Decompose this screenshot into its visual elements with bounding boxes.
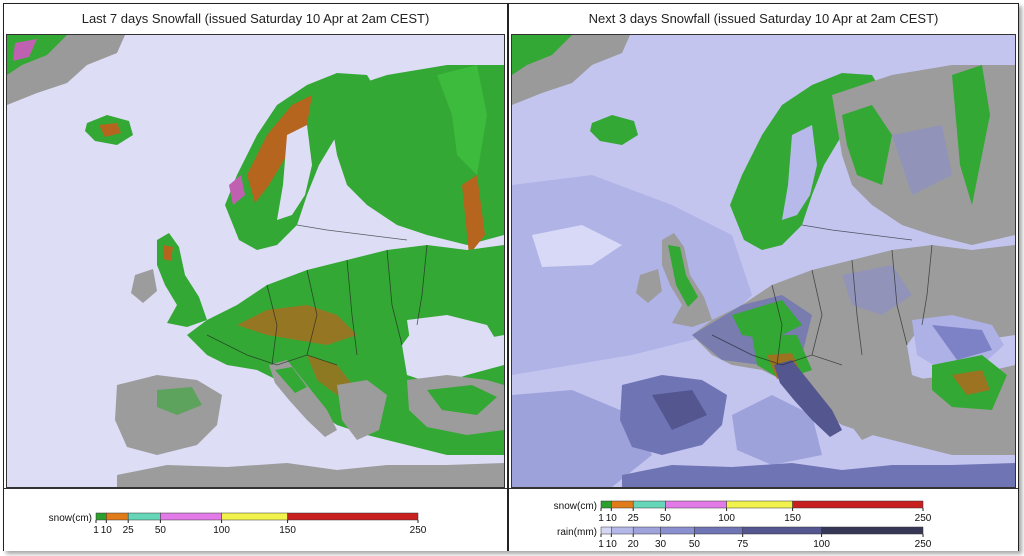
rain-scale-label: rain(mm) [557, 527, 597, 538]
rain-scale-tick-label: 75 [737, 539, 749, 550]
panel-title: Next 3 days Snowfall (issued Saturday 10… [588, 11, 939, 26]
snow-scale-tick-label: 1 [598, 513, 604, 524]
snow-rain-legend: snow(cm) 1 10 25 50 100 150 250 rain(mm) 1 10 20 30 5… [509, 488, 1018, 551]
snow-scale-tick-label: 150 [784, 513, 801, 524]
rain-scale-color-segment [660, 526, 695, 535]
forecast-snowfall-panel: Next 3 days Snowfall (issued Saturday 10… [509, 4, 1018, 551]
snow-scale-tick-label: 250 [410, 525, 427, 536]
snow-scale-label: snow(cm) [554, 501, 597, 512]
rain-scale-tick-label: 50 [689, 539, 701, 550]
snow-scale-color-segment [106, 512, 129, 521]
snow-scale-tick-label: 100 [213, 525, 230, 536]
snow-scale-color-segment [95, 512, 107, 521]
snow-scale-color-segment [287, 512, 419, 521]
snow-scale-tick-label: 10 [606, 513, 618, 524]
snow-scale-color-segment [611, 500, 634, 509]
past-snowfall-map[interactable] [6, 34, 505, 488]
rain-scale-tick-label: 250 [915, 539, 932, 550]
forecast-snowfall-map[interactable] [511, 34, 1016, 488]
snow-colorbar: snow(cm)1 10 25 50 100 150 250 [49, 512, 427, 536]
rain-scale-color-segment [611, 526, 634, 535]
snow-scale-color-segment [632, 500, 666, 509]
snow-scale-color-segment [726, 500, 793, 509]
snow-scale-label: snow(cm) [49, 513, 92, 524]
past-snowfall-panel: Last 7 days Snowfall (issued Saturday 10… [4, 4, 509, 551]
snow-scale-tick-label: 50 [155, 525, 167, 536]
snow-scale-tick-label: 150 [279, 525, 296, 536]
rain-scale-tick-label: 20 [628, 539, 640, 550]
snow-scale-color-segment [127, 512, 161, 521]
rain-scale-tick-label: 1 [598, 539, 604, 550]
snow-scale-tick-label: 10 [101, 525, 113, 536]
europe-map-right [512, 35, 1015, 487]
snow-scale-color-segment [665, 500, 727, 509]
snow-scale-tick-label: 250 [915, 513, 932, 524]
rain-scale-color-segment [600, 526, 612, 535]
snow-scale-color-segment [160, 512, 222, 521]
rain-scale-color-segment [742, 526, 822, 535]
snowfall-legend: snow(cm) 1 10 25 50 100 150 250 [4, 488, 507, 551]
snow-scale-color-segment [600, 500, 612, 509]
snow-scale-color-segment [221, 512, 288, 521]
rain-scale-color-segment [632, 526, 661, 535]
rain-scale-color-segment [694, 526, 743, 535]
snow-scale-tick-label: 100 [718, 513, 735, 524]
rain-scale-tick-label: 100 [813, 539, 830, 550]
rain-scale-tick-label: 10 [606, 539, 618, 550]
snow-scale-tick-label: 25 [628, 513, 640, 524]
snow-scale-tick-label: 25 [123, 525, 135, 536]
map-figure: Last 7 days Snowfall (issued Saturday 10… [3, 3, 1019, 551]
snow-scale-tick-label: 1 [93, 525, 99, 536]
snow-scale-tick-label: 50 [660, 513, 672, 524]
rain-scale-tick-label: 30 [655, 539, 667, 550]
europe-map-left [7, 35, 504, 487]
rain-scale-color-segment [821, 526, 924, 535]
snow-scale-color-segment [792, 500, 924, 509]
panel-title: Last 7 days Snowfall (issued Saturday 10… [81, 11, 430, 26]
